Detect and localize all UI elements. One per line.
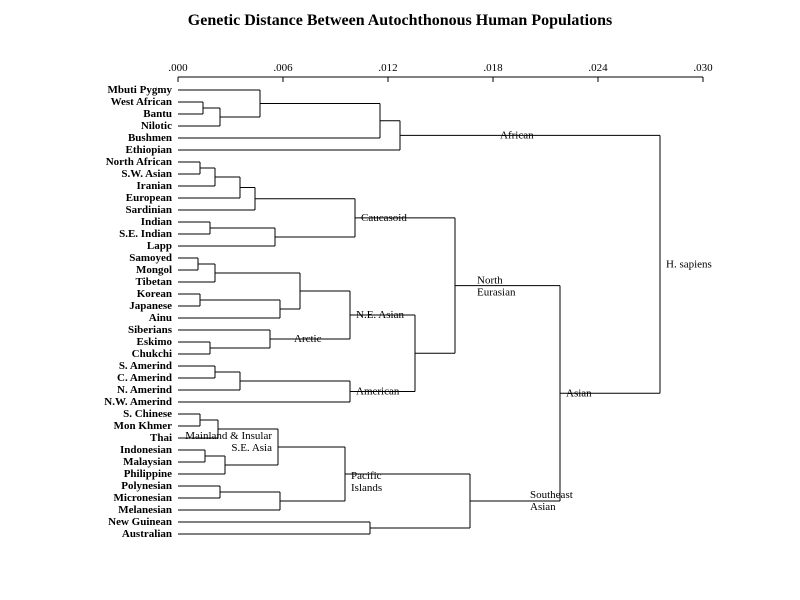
svg-text:New Guinean: New Guinean — [108, 516, 172, 528]
svg-text:North: North — [477, 275, 503, 287]
svg-text:Ethiopian: Ethiopian — [126, 144, 172, 156]
svg-text:Lapp: Lapp — [147, 240, 172, 252]
svg-text:.030: .030 — [693, 62, 713, 74]
svg-text:Siberians: Siberians — [128, 324, 173, 336]
svg-text:Asian: Asian — [530, 501, 556, 513]
svg-text:Samoyed: Samoyed — [129, 252, 172, 264]
svg-text:Nilotic: Nilotic — [141, 120, 172, 132]
svg-text:Indian: Indian — [141, 216, 172, 228]
svg-text:Polynesian: Polynesian — [121, 480, 172, 492]
svg-text:Japanese: Japanese — [129, 300, 172, 312]
svg-text:S.E. Indian: S.E. Indian — [119, 228, 172, 240]
svg-text:N. Amerind: N. Amerind — [117, 384, 172, 396]
svg-text:Mainland & Insular: Mainland & Insular — [185, 430, 272, 442]
svg-text:Islands: Islands — [351, 482, 382, 494]
svg-text:Mon Khmer: Mon Khmer — [114, 420, 172, 432]
svg-text:Thai: Thai — [150, 432, 172, 444]
svg-text:Mbuti Pygmy: Mbuti Pygmy — [108, 84, 173, 96]
svg-text:C. Amerind: C. Amerind — [117, 372, 172, 384]
svg-text:.006: .006 — [273, 62, 293, 74]
svg-text:S.W. Asian: S.W. Asian — [121, 168, 172, 180]
svg-text:West African: West African — [111, 96, 172, 108]
svg-text:Korean: Korean — [137, 288, 172, 300]
svg-text:H. sapiens: H. sapiens — [666, 258, 712, 270]
dendrogram: .000 .006 .012 .018 .024 .030 Mbuti PygmyWest … — [0, 0, 800, 600]
svg-text:.012: .012 — [378, 62, 397, 74]
svg-text:Melanesian: Melanesian — [118, 504, 172, 516]
svg-text:Southeast: Southeast — [530, 489, 573, 501]
svg-text:Philippine: Philippine — [124, 468, 172, 480]
svg-text:Bushmen: Bushmen — [128, 132, 172, 144]
svg-text:S.E. Asia: S.E. Asia — [231, 442, 272, 454]
svg-text:Australian: Australian — [122, 528, 172, 540]
svg-text:North African: North African — [106, 156, 172, 168]
svg-text:S. Chinese: S. Chinese — [123, 408, 172, 420]
svg-text:Indonesian: Indonesian — [120, 444, 172, 456]
svg-text:Tibetan: Tibetan — [136, 276, 172, 288]
svg-text:Chukchi: Chukchi — [132, 348, 172, 360]
svg-text:Iranian: Iranian — [137, 180, 172, 192]
svg-text:Bantu: Bantu — [143, 108, 172, 120]
svg-text:Malaysian: Malaysian — [123, 456, 172, 468]
svg-text:S. Amerind: S. Amerind — [119, 360, 172, 372]
svg-text:Micronesian: Micronesian — [114, 492, 172, 504]
svg-text:.024: .024 — [588, 62, 608, 74]
svg-text:Mongol: Mongol — [136, 264, 172, 276]
svg-text:Sardinian: Sardinian — [126, 204, 172, 216]
svg-text:Ainu: Ainu — [149, 312, 172, 324]
svg-text:N.W. Amerind: N.W. Amerind — [104, 396, 172, 408]
svg-text:Eurasian: Eurasian — [477, 287, 516, 299]
svg-text:.018: .018 — [483, 62, 503, 74]
svg-text:.000: .000 — [168, 62, 188, 74]
svg-text:European: European — [126, 192, 172, 204]
svg-text:Pacific: Pacific — [351, 470, 382, 482]
svg-text:Eskimo: Eskimo — [137, 336, 173, 348]
